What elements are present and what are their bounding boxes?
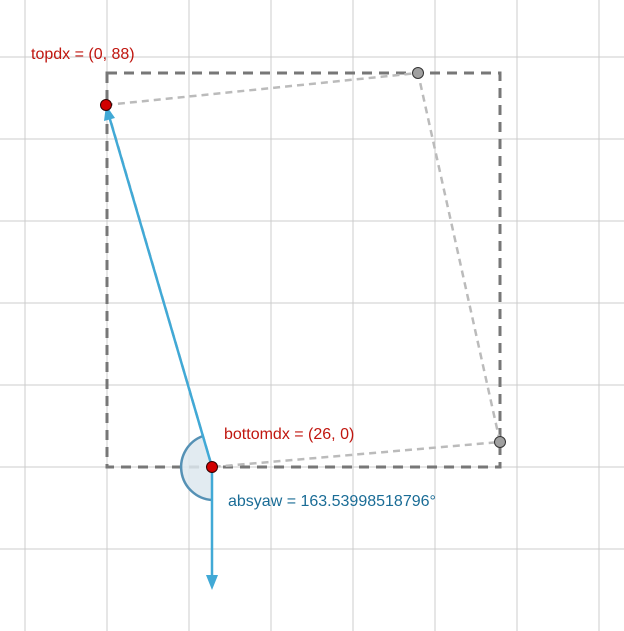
gray-point[interactable] — [412, 67, 424, 79]
down-vector-arrow — [206, 467, 218, 590]
gray-point[interactable] — [494, 436, 506, 448]
top-point-label: topdx = (0, 88) — [31, 46, 135, 63]
angle-label: absyaw = 163.53998518796° — [228, 493, 436, 510]
angle-arc — [179, 434, 213, 502]
angle-sector — [181, 436, 212, 500]
top-vector-arrow — [104, 105, 214, 468]
red-point-top[interactable] — [100, 99, 112, 111]
red-point-bottom[interactable] — [206, 461, 218, 473]
bounding-box — [105, 71, 502, 469]
bottom-point-label: bottomdx = (26, 0) — [224, 426, 355, 443]
rotated-square — [104, 71, 502, 469]
